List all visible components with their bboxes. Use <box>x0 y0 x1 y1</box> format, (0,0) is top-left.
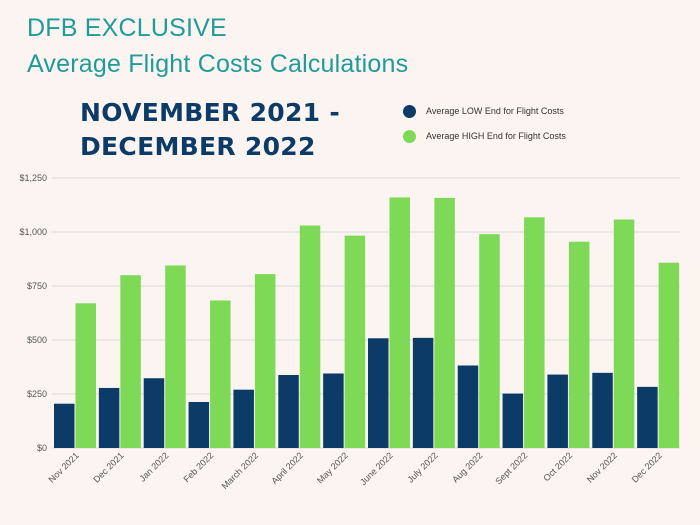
x-tick-label: Nov 2021 <box>47 450 81 484</box>
y-tick-label: $750 <box>27 281 47 291</box>
legend-item-high: Average HIGH End for Flight Costs <box>403 128 566 144</box>
bar-high <box>389 197 410 448</box>
y-tick-label: $250 <box>27 389 47 399</box>
bar-low <box>368 338 389 448</box>
bar-low <box>412 337 434 448</box>
bar-high <box>479 234 500 448</box>
x-tick-label: Feb 2022 <box>181 450 215 484</box>
x-tick-label: July 2022 <box>405 450 439 484</box>
bar-low <box>143 378 165 448</box>
legend-label-low: Average LOW End for Flight Costs <box>426 106 564 116</box>
bar-low <box>323 373 344 448</box>
bar-high <box>299 225 321 448</box>
period-heading: NOVEMBER 2021 - DECEMBER 2022 <box>80 96 340 164</box>
bar-high <box>75 303 96 448</box>
y-tick-label: $1,000 <box>19 227 47 237</box>
legend-swatch-low <box>403 104 416 118</box>
bar-low <box>637 386 658 448</box>
x-tick-label: Aug 2022 <box>450 450 484 484</box>
bar-low <box>233 389 254 448</box>
chart-legend: Average LOW End for Flight Costs Average… <box>403 103 566 153</box>
legend-label-high: Average HIGH End for Flight Costs <box>426 131 566 141</box>
legend-swatch-high <box>403 129 416 143</box>
x-tick-label: June 2022 <box>358 450 395 487</box>
bar-low <box>547 374 568 448</box>
bar-low <box>502 393 524 448</box>
bar-low <box>54 403 75 448</box>
page-subtitle: Average Flight Costs Calculations <box>27 50 409 78</box>
bar-high <box>613 219 635 448</box>
bar-high <box>344 235 366 448</box>
bar-low <box>188 401 210 448</box>
bar-high <box>120 275 141 448</box>
bar-high <box>658 262 680 448</box>
bar-high <box>568 241 590 448</box>
y-tick-label: $500 <box>27 335 47 345</box>
bar-low <box>592 372 613 448</box>
legend-item-low: Average LOW End for Flight Costs <box>403 103 566 119</box>
x-tick-label: Jan 2022 <box>137 450 170 483</box>
bar-high <box>434 197 455 448</box>
page-title: DFB EXCLUSIVE <box>27 14 227 42</box>
bar-high <box>165 265 186 448</box>
bar-low <box>457 365 479 448</box>
bar-low <box>98 387 120 448</box>
x-tick-label: Oct 2022 <box>541 450 574 483</box>
period-line-2: DECEMBER 2022 <box>80 132 316 161</box>
x-tick-label: March 2022 <box>220 450 261 491</box>
y-tick-label: $1,250 <box>19 173 47 183</box>
bar-high <box>524 217 545 448</box>
x-tick-label: Dec 2021 <box>91 450 125 484</box>
bar-low <box>278 374 299 448</box>
bar-high <box>254 274 276 448</box>
period-line-1: NOVEMBER 2021 - <box>80 98 341 127</box>
x-tick-label: Nov 2022 <box>585 450 619 484</box>
x-tick-label: Dec 2022 <box>630 450 664 484</box>
y-tick-label: $0 <box>37 443 47 453</box>
bar-high <box>210 300 231 448</box>
x-tick-label: April 2022 <box>269 450 305 486</box>
x-tick-label: May 2022 <box>315 450 350 485</box>
x-tick-label: Sept 2022 <box>493 450 529 486</box>
